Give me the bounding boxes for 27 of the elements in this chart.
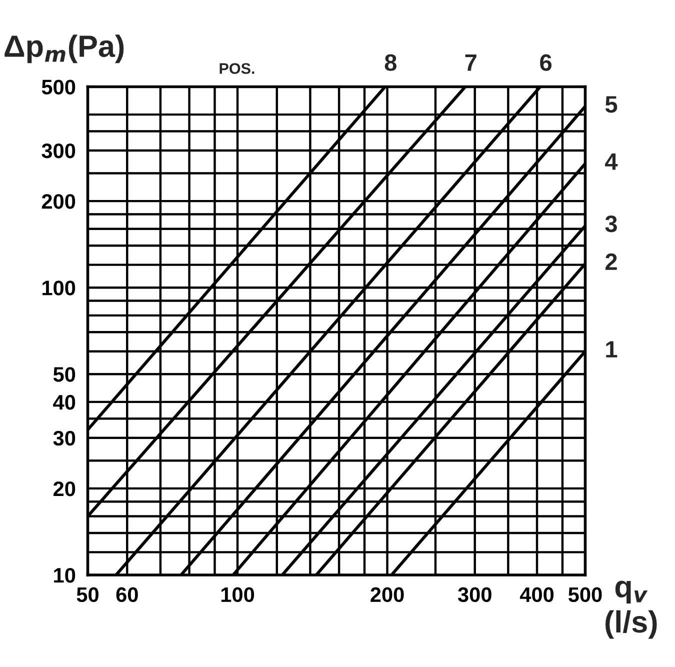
x-tick-label: 50 (76, 587, 98, 602)
y-tick-label: 500 (42, 80, 76, 94)
series-label: 1 (606, 341, 618, 358)
x-axis-title: q$_{v}$ (l/s) (605, 580, 657, 639)
text: POS. (220, 63, 254, 74)
y-tick-label: 50 (53, 367, 76, 382)
x-tick-label: 500 (568, 587, 602, 602)
series-label: 2 (605, 253, 617, 270)
y-tick-label: 200 (42, 194, 76, 209)
x-tick-label: 60 (116, 587, 138, 602)
y-tick-label: 100 (42, 280, 76, 296)
series-label: 3 (605, 215, 617, 232)
y-tick-label: 30 (53, 430, 76, 446)
y-tick-label: 300 (42, 143, 76, 158)
x-tick-label: 100 (221, 587, 254, 602)
series-label: 8 (384, 54, 396, 71)
series-label: 7 (465, 54, 476, 71)
series-label: 5 (605, 96, 618, 113)
y-tick-label: 20 (53, 481, 76, 496)
x-tick-label: 400 (520, 587, 554, 602)
y-axis-title: Δp$_{m}$(Pa) (4, 34, 124, 64)
y-tick-label: 40 (53, 394, 76, 410)
series-label: 6 (540, 54, 552, 71)
y-tick-label: 10 (54, 568, 76, 583)
x-tick-label: 200 (370, 587, 404, 602)
x-tick-label: 300 (458, 587, 492, 602)
series-label: 4 (605, 153, 618, 170)
